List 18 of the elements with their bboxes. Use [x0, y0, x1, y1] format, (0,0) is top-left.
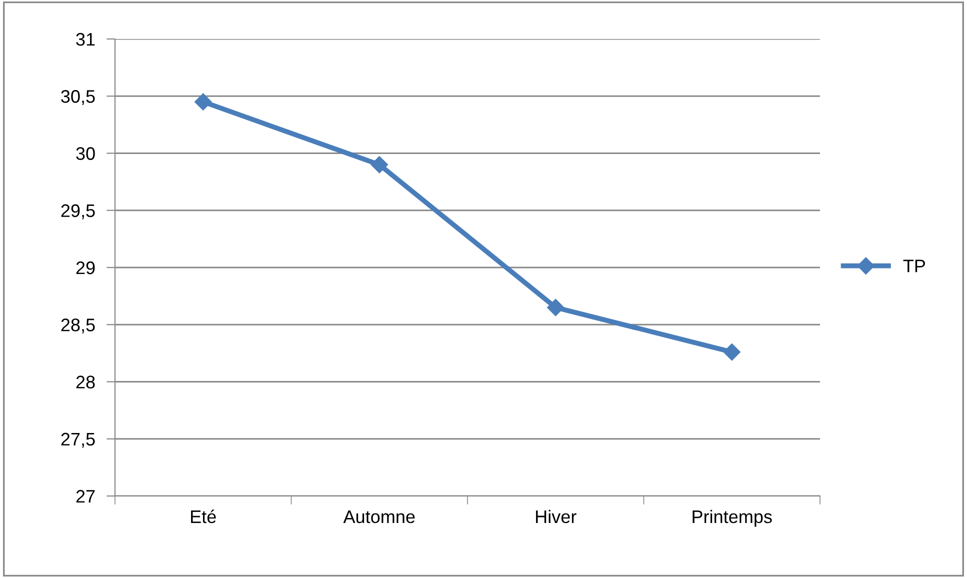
x-tick-label: Printemps [692, 510, 772, 527]
x-tick-label: Hiver [536, 510, 576, 524]
point [723, 343, 740, 361]
point [370, 156, 388, 174]
y-tick-label: 30,5 [61, 90, 95, 105]
y-tick-label: 28,5 [61, 318, 95, 334]
point [194, 93, 212, 110]
y-tick-label: 31 [76, 32, 95, 46]
y-tick-label: 28 [76, 376, 95, 388]
legend-label: TP [903, 260, 925, 272]
x-tick-label: Eté [191, 510, 216, 524]
y-tick-label: 29,5 [61, 204, 95, 220]
y-tick-label: 30 [76, 147, 95, 160]
x-tick-label: Automne [343, 510, 415, 524]
y-tick-label: 29 [76, 261, 95, 274]
point [547, 298, 564, 316]
y-tick-label: 27 [76, 490, 95, 503]
y-tick-label: 27,5 [61, 432, 95, 448]
